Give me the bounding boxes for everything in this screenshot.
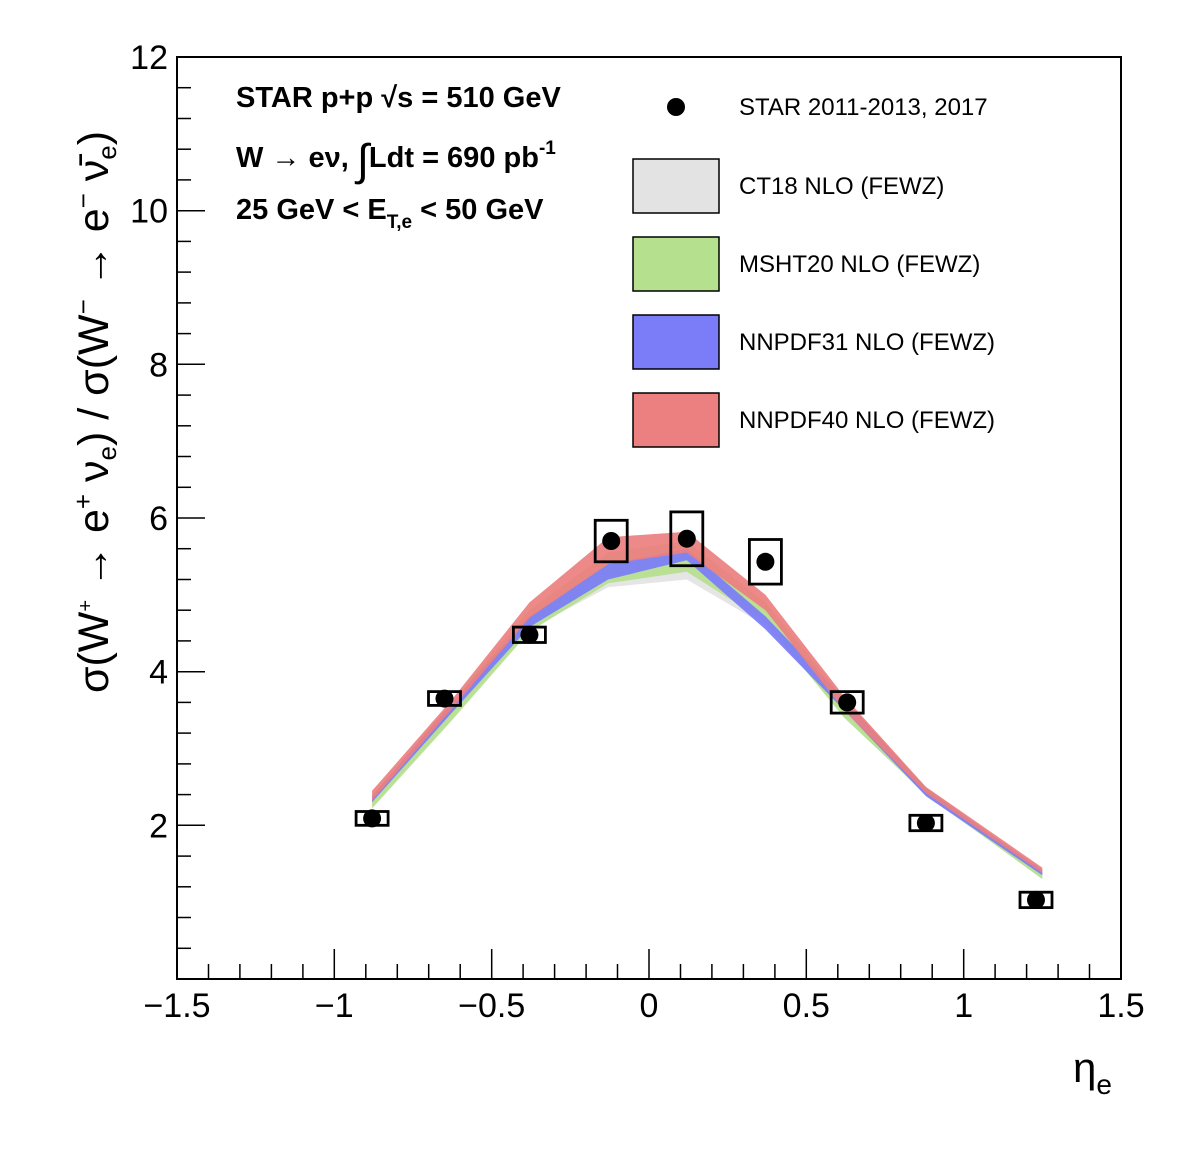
legend-swatch-nnpdf31 <box>632 314 720 370</box>
legend-marker-data <box>667 98 685 116</box>
y-axis-title: σ(W+ → e+ νe) / σ(W− → e− ν̄e) <box>68 131 122 693</box>
legend-label-nnpdf40: NNPDF40 NLO (FEWZ) <box>739 407 995 434</box>
x-tick-label: 0.5 <box>783 987 830 1025</box>
legend-label-msht20: MSHT20 NLO (FEWZ) <box>739 251 980 278</box>
sys-box-4 <box>669 510 705 568</box>
annotation-line2: W → eν, ∫Ldt = 690 pb-1 <box>236 136 556 185</box>
y-tick-label: 8 <box>149 346 168 384</box>
x-tick-label: −0.5 <box>458 987 525 1025</box>
axes-layer: −1.5 −1 −0.5 0 0.5 1 1.5 2 4 6 8 10 12 <box>130 39 1144 1025</box>
y-tick-label: 2 <box>149 807 168 845</box>
x-tick-label: −1 <box>315 987 354 1025</box>
data-point-8 <box>1027 890 1045 909</box>
data-point-1 <box>435 689 454 708</box>
legend-swatch-ct18 <box>632 158 720 214</box>
data-point-6 <box>838 693 857 712</box>
y-tick-label: 6 <box>149 500 168 538</box>
legend-swatch-nnpdf40 <box>632 392 720 448</box>
legend: STAR 2011-2013, 2017 CT18 NLO (FEWZ) MSH… <box>632 94 995 448</box>
sys-box-6 <box>829 690 865 715</box>
points-layer <box>363 529 1045 909</box>
data-point-0 <box>363 809 382 828</box>
legend-label-data: STAR 2011-2013, 2017 <box>739 94 988 121</box>
x-tick-label: 0 <box>640 987 659 1025</box>
annotation-line3: 25 GeV < ET,e < 50 GeV <box>236 194 544 233</box>
y-tick-label: 10 <box>130 193 168 231</box>
legend-swatch-msht20 <box>632 236 720 292</box>
data-point-7 <box>916 814 935 832</box>
annotation-line1: STAR p+p √s = 510 GeV <box>236 82 561 114</box>
legend-label-nnpdf31: NNPDF31 NLO (FEWZ) <box>739 329 995 356</box>
data-point-4 <box>677 529 696 548</box>
y-tick-label: 4 <box>149 654 168 692</box>
x-tick-label: 1 <box>954 987 973 1025</box>
sys-box-3 <box>593 518 629 564</box>
x-axis-title: ηe <box>1073 1044 1112 1100</box>
y-tick-label: 12 <box>130 39 168 77</box>
legend-label-ct18: CT18 NLO (FEWZ) <box>739 173 944 200</box>
data-point-3 <box>602 532 621 550</box>
x-tick-label: 1.5 <box>1097 987 1144 1025</box>
data-point-2 <box>520 625 539 644</box>
data-point-5 <box>756 552 775 571</box>
sys-box-5 <box>748 538 783 586</box>
x-tick-label: −1.5 <box>143 987 210 1025</box>
